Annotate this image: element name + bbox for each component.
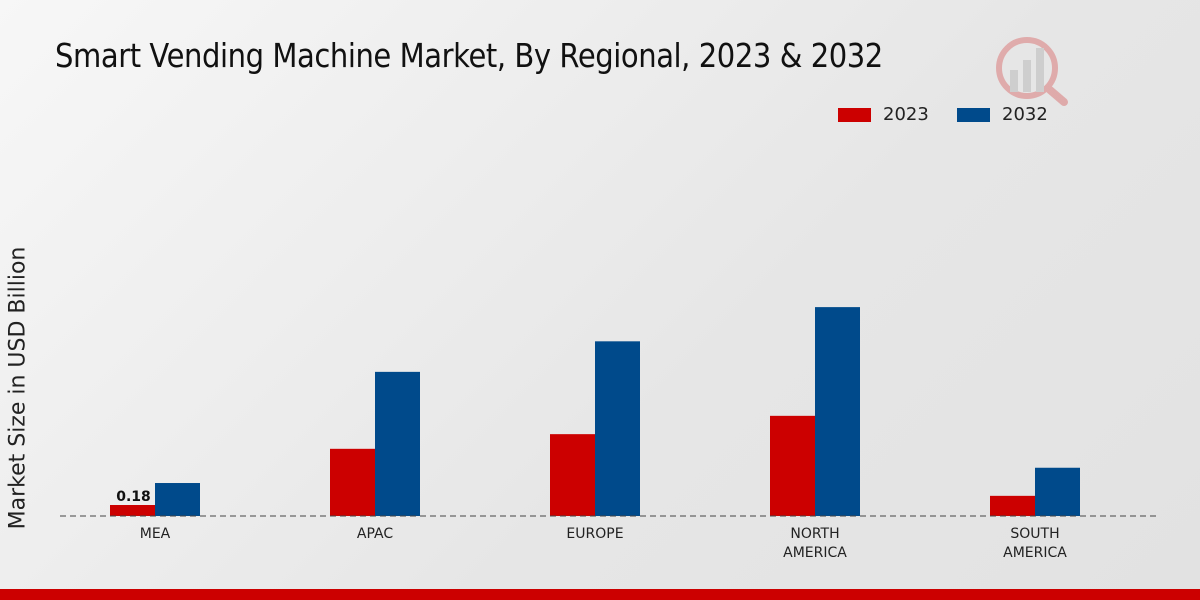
bar-2023-apac [330,448,375,516]
footer-bar [0,589,1200,600]
x-tick-label: MEA [140,526,171,542]
legend-swatch-2032 [957,107,990,122]
data-label: 0.18 [116,489,151,505]
legend-label-2032: 2032 [1002,104,1048,125]
watermark-logo-icon [996,37,1068,106]
legend-swatch-2023 [838,107,871,122]
bar-2023-north-america [770,415,815,516]
x-tick-label: AMERICA [783,545,847,561]
x-tick-label: NORTH [790,526,839,542]
bar-2032-north-america [815,307,860,516]
legend-item-2023: 2023 [838,104,929,125]
legend-item-2032: 2032 [957,104,1048,125]
chart-title: Smart Vending Machine Market, By Regiona… [55,36,883,75]
bar-2032-europe [595,341,640,516]
bar-2032-mea [155,483,200,516]
legend-label-2023: 2023 [883,104,929,125]
bar-2032-apac [375,371,420,516]
x-tick-label: SOUTH [1010,526,1059,542]
x-tick-label: AMERICA [1003,545,1067,561]
x-tick-label: EUROPE [566,526,623,542]
bar-2023-europe [550,434,595,516]
x-tick-label: APAC [357,526,393,542]
bar-2023-south-america [990,495,1035,516]
bar-2032-south-america [1035,467,1080,516]
bar-2023-mea [110,505,155,516]
